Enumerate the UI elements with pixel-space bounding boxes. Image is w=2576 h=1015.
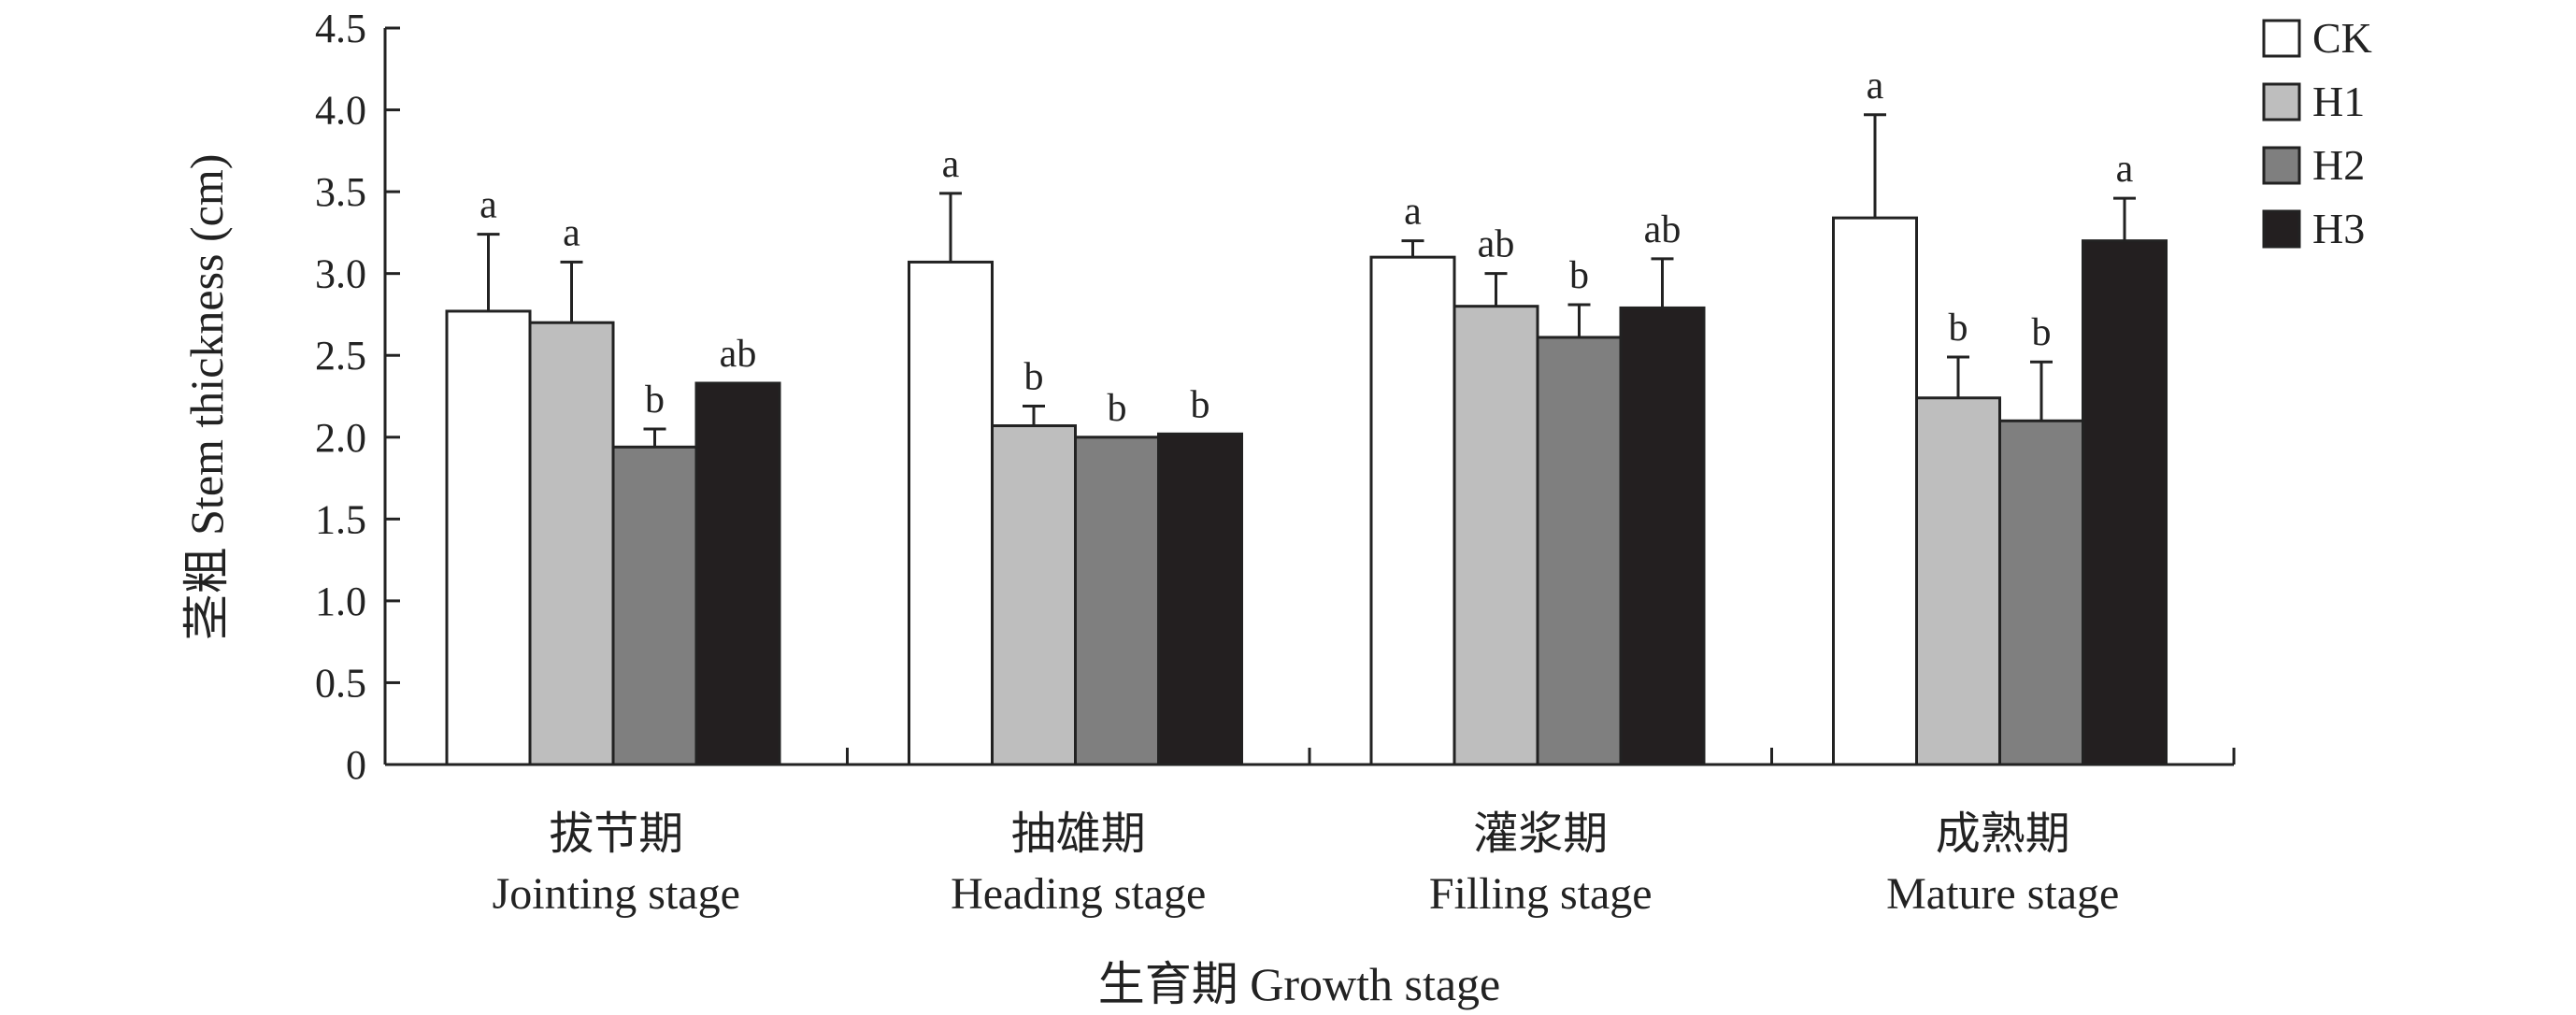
significance-letter: b (2032, 311, 2052, 354)
y-tick-label: 4.5 (315, 6, 366, 51)
category-label-zh: 拔节期 (549, 809, 683, 859)
legend-swatch-h1 (2262, 82, 2301, 122)
legend: CK H1 H2 H3 (2262, 14, 2372, 252)
significance-letter: b (1569, 254, 1589, 297)
significance-letter: a (2116, 148, 2134, 191)
bar-h1-2 (991, 424, 1077, 766)
category-label-en: Jointing stage (493, 869, 740, 919)
x-axis-title: 生育期 Growth stage (1098, 958, 1501, 1010)
bar-h3-1 (694, 381, 781, 766)
y-tick-label: 3.5 (315, 169, 366, 215)
bar-ck-2 (908, 260, 994, 766)
y-axis: 0 0.5 1.0 1.5 2.0 2.5 3.0 3.5 4.0 4.5 (315, 6, 400, 788)
significance-letter: b (1108, 387, 1127, 430)
significance-letter: ab (1644, 208, 1682, 251)
bar-ck-4 (1832, 216, 1918, 766)
legend-label-h2: H2 (2312, 141, 2365, 189)
y-tick-label: 0.5 (315, 660, 366, 706)
bar-h3-3 (1619, 306, 1706, 766)
category-label-zh: 灌浆期 (1473, 809, 1608, 859)
y-tick-label: 2.0 (315, 415, 366, 461)
bar-h2-2 (1074, 436, 1160, 766)
significance-letter: b (1949, 307, 1968, 350)
legend-label-h1: H1 (2312, 78, 2365, 125)
significance-letter: a (479, 184, 497, 227)
bar-h1-1 (528, 321, 615, 766)
bar-h1-4 (1915, 396, 2001, 766)
legend-swatch-h3 (2262, 209, 2301, 249)
significance-letter: a (1867, 64, 1884, 107)
legend-label-h3: H3 (2312, 205, 2365, 252)
category-label-zh: 成熟期 (1936, 809, 2070, 859)
y-tick-label: 1.5 (315, 496, 366, 542)
y-tick-label: 2.5 (315, 333, 366, 379)
y-tick-label: 0 (346, 742, 366, 788)
significance-letter: a (563, 211, 580, 254)
category-label-en: Filling stage (1429, 869, 1653, 919)
significance-letter: ab (720, 333, 757, 376)
y-tick-label: 1.0 (315, 579, 366, 624)
significance-letter: b (645, 379, 665, 422)
category-label-en: Heading stage (951, 869, 1206, 919)
significance-letter: a (942, 143, 960, 186)
significance-letter: ab (1478, 223, 1515, 266)
significance-letter: b (1024, 356, 1044, 399)
category-label-en: Mature stage (1886, 869, 2119, 919)
legend-swatch-h2 (2262, 146, 2301, 185)
bar-h3-2 (1157, 432, 1243, 766)
y-tick-label: 4.0 (315, 88, 366, 134)
bar-ck-1 (445, 309, 532, 766)
bar-h3-4 (2082, 239, 2168, 766)
category-labels: 拔节期 Jointing stage 抽雄期 Heading stage 灌浆期 Fill… (493, 809, 2120, 919)
significance-letter: a (1404, 191, 1422, 234)
bar-h1-3 (1453, 305, 1539, 766)
y-tick-label: 3.0 (315, 251, 366, 297)
bar-h2-4 (1998, 419, 2084, 766)
bar-h2-3 (1536, 336, 1623, 766)
bar-ck-3 (1369, 255, 1456, 766)
bar-h2-1 (611, 445, 698, 766)
significance-letter: b (1191, 383, 1210, 426)
legend-swatch-ck (2262, 19, 2301, 58)
y-axis-title: 茎粗 Stem thickness (cm) (180, 154, 233, 641)
legend-label-ck: CK (2312, 14, 2372, 62)
category-label-zh: 抽雄期 (1011, 809, 1146, 859)
bars (445, 216, 2168, 766)
error-bars (477, 113, 2136, 448)
